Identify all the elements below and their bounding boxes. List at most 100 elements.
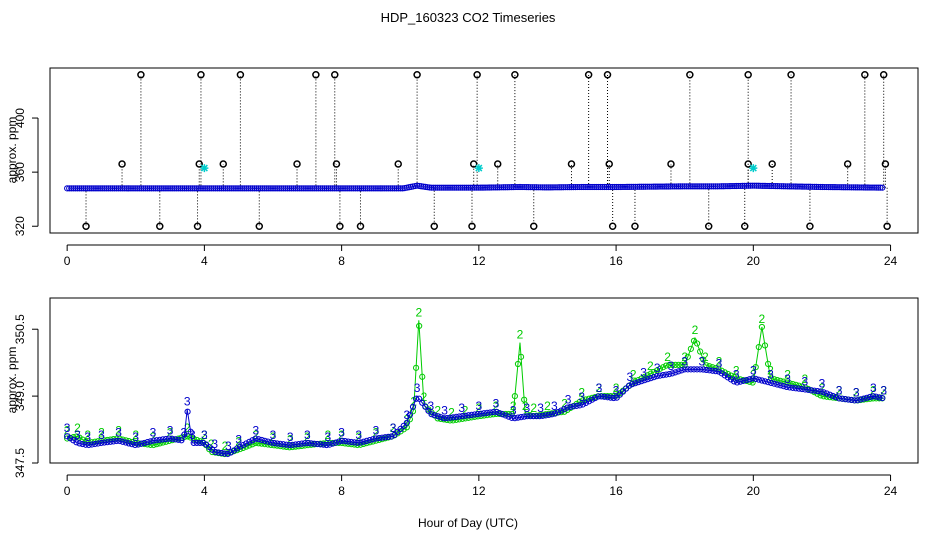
baseline-point — [263, 185, 270, 192]
baseline-point — [171, 185, 178, 192]
series-3-point — [184, 408, 191, 415]
series-3-point — [514, 414, 522, 421]
baseline-point — [127, 185, 135, 192]
baseline-point — [473, 184, 480, 191]
top-x-axis: 0 4 8 12 16 20 24 — [64, 244, 898, 268]
series-2-marker: 2 — [880, 383, 887, 397]
baseline-point — [531, 184, 538, 191]
series-3-point — [669, 370, 676, 377]
baseline-point — [706, 183, 713, 190]
baseline-point — [251, 185, 258, 192]
spike-high-point — [879, 71, 888, 79]
y-tick-label: 320 — [13, 216, 27, 236]
baseline-point — [733, 182, 740, 190]
baseline-point — [379, 185, 386, 192]
series-3-point — [576, 402, 583, 409]
baseline-point — [807, 183, 814, 190]
spike-low-point — [704, 222, 713, 230]
series-2-marker: 2 — [544, 399, 551, 413]
baseline-point — [543, 184, 550, 191]
baseline-point — [125, 185, 133, 192]
series-3-point — [731, 378, 738, 385]
series-3-point — [681, 366, 688, 373]
series-2-marker: 2 — [819, 381, 826, 395]
series-2-point — [653, 367, 661, 374]
baseline-point — [434, 184, 441, 191]
baseline-point — [494, 184, 501, 191]
baseline-point — [683, 183, 690, 190]
baseline-point — [376, 185, 384, 192]
series-3-point — [326, 441, 333, 448]
baseline-point — [315, 185, 322, 192]
spike-high-point — [603, 71, 612, 79]
baseline-point — [290, 185, 297, 192]
baseline-point — [689, 183, 697, 190]
baseline-point — [492, 184, 499, 191]
baseline-point — [669, 183, 676, 190]
series-2-point — [190, 435, 197, 442]
baseline-point — [399, 185, 406, 192]
spike-low-point — [336, 222, 344, 230]
baseline-point — [364, 185, 371, 192]
spike-high-point — [473, 71, 481, 79]
series-3-point — [743, 376, 750, 384]
series-3-marker: 3 — [767, 368, 774, 382]
baseline-point — [276, 185, 283, 192]
baseline-point — [442, 184, 450, 191]
series-3-point — [588, 396, 596, 403]
baseline-point — [870, 184, 878, 191]
series-3-point — [718, 370, 725, 377]
series-3-point — [107, 438, 114, 445]
series-2-point — [817, 392, 824, 399]
series-3-marker: 3 — [235, 432, 242, 446]
baseline-point — [119, 185, 126, 192]
baseline-point — [696, 183, 703, 190]
baseline-point — [483, 184, 491, 191]
baseline-point — [850, 184, 857, 191]
x-tick-label: 24 — [884, 484, 898, 498]
baseline-point — [294, 185, 301, 192]
baseline-point — [428, 184, 435, 191]
baseline-point — [490, 184, 497, 191]
series-2-marker: 2 — [759, 312, 766, 326]
baseline-point — [220, 185, 227, 192]
y-tick-label: 349.0 — [13, 381, 27, 411]
baseline-point — [381, 185, 388, 192]
baseline-point — [537, 184, 544, 191]
series-3-point — [307, 440, 315, 447]
baseline-point — [280, 185, 287, 192]
series-2-point — [764, 360, 772, 368]
series-3-marker: 3 — [115, 426, 122, 440]
baseline-point — [446, 184, 454, 191]
series-3-point — [740, 377, 747, 384]
series-2-point — [400, 426, 407, 433]
series-3-point — [443, 414, 451, 422]
baseline-point — [580, 183, 587, 191]
series-3-point — [255, 436, 262, 443]
spike-mid-point — [332, 160, 341, 168]
series-2-point — [709, 364, 716, 371]
baseline-point — [677, 183, 684, 190]
series-2-marker: 2 — [150, 430, 157, 444]
series-3-point — [116, 437, 123, 445]
baseline-point — [101, 185, 108, 192]
series-3-point — [82, 441, 89, 448]
baseline-point — [66, 185, 73, 192]
series-3-point — [693, 366, 701, 373]
series-3-point — [632, 380, 639, 387]
series-3-point — [135, 441, 142, 448]
series-3-point — [165, 435, 173, 442]
series-2-point — [783, 379, 790, 386]
baseline-point — [158, 185, 165, 192]
series-3-point — [428, 411, 435, 418]
series-2-point — [672, 361, 679, 368]
series-2-marker: 2 — [287, 432, 294, 446]
series-3-point — [98, 439, 105, 447]
baseline-point — [556, 184, 563, 191]
series-3-point — [573, 402, 580, 409]
series-2-point — [150, 441, 157, 449]
series-2-point — [666, 361, 673, 368]
series-3-point — [372, 435, 380, 442]
series-2-point — [663, 362, 670, 369]
series-2-marker: 2 — [421, 390, 428, 404]
